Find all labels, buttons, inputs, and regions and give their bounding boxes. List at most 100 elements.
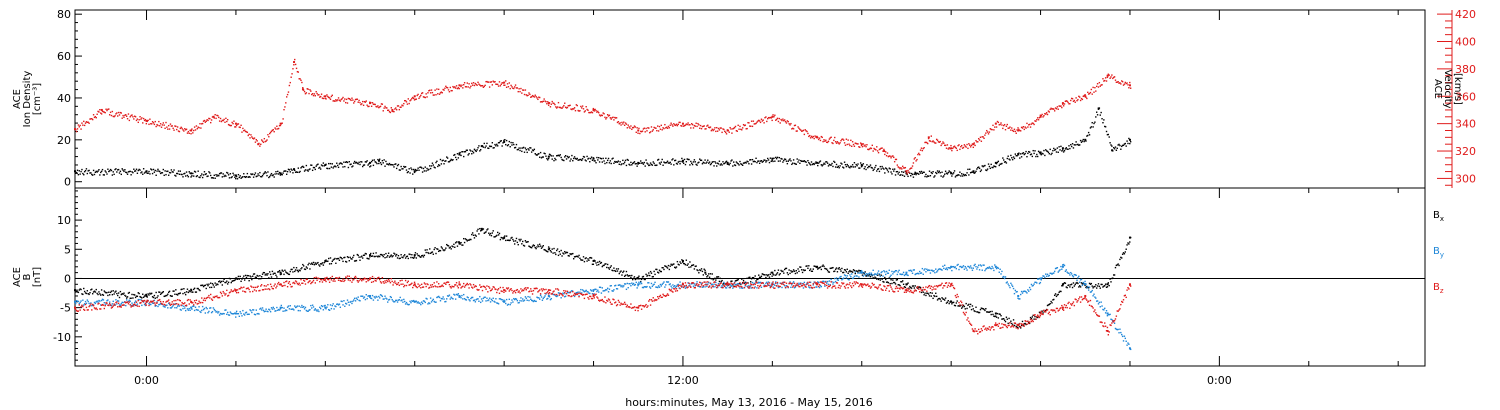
data-point bbox=[595, 288, 597, 291]
data-point bbox=[1126, 140, 1128, 142]
data-point bbox=[721, 131, 723, 134]
data-point bbox=[472, 152, 475, 154]
data-point bbox=[621, 121, 623, 124]
data-point bbox=[94, 302, 97, 305]
data-point bbox=[349, 98, 351, 101]
data-point bbox=[452, 158, 454, 161]
data-point bbox=[459, 84, 461, 87]
data-point bbox=[608, 162, 611, 164]
data-point bbox=[552, 102, 554, 104]
data-point bbox=[1045, 112, 1048, 114]
data-point bbox=[673, 123, 675, 125]
data-point bbox=[202, 308, 205, 311]
data-point bbox=[1015, 325, 1017, 328]
data-point bbox=[1120, 148, 1122, 150]
data-point bbox=[954, 176, 957, 178]
data-point bbox=[235, 278, 237, 280]
data-point bbox=[705, 128, 707, 130]
data-point bbox=[1038, 116, 1041, 119]
data-point bbox=[125, 171, 127, 173]
data-point bbox=[527, 240, 529, 243]
data-point bbox=[1086, 285, 1088, 288]
data-point bbox=[885, 278, 887, 281]
data-point bbox=[1077, 282, 1079, 285]
data-point bbox=[640, 278, 643, 281]
data-point bbox=[213, 308, 215, 311]
data-point bbox=[616, 288, 619, 290]
data-point bbox=[1045, 149, 1047, 151]
data-point bbox=[357, 296, 359, 298]
data-point bbox=[1121, 253, 1124, 255]
data-point bbox=[658, 269, 661, 271]
data-point bbox=[1005, 316, 1008, 318]
data-point bbox=[1072, 282, 1075, 284]
data-point bbox=[607, 267, 610, 269]
data-point bbox=[135, 119, 138, 122]
data-point bbox=[302, 265, 305, 267]
data-point bbox=[255, 309, 257, 311]
data-point bbox=[685, 161, 688, 163]
data-point bbox=[288, 84, 291, 87]
data-point bbox=[1031, 122, 1034, 124]
data-point bbox=[696, 164, 698, 166]
data-point bbox=[822, 280, 824, 282]
data-point bbox=[143, 172, 146, 174]
data-point bbox=[716, 130, 719, 132]
data-point bbox=[124, 294, 126, 297]
data-point bbox=[1111, 318, 1113, 321]
data-point bbox=[410, 99, 412, 101]
data-point bbox=[718, 160, 721, 162]
data-point bbox=[716, 165, 718, 167]
data-point bbox=[961, 147, 964, 149]
data-point bbox=[379, 162, 382, 164]
data-point bbox=[606, 287, 609, 290]
velocity-axis-label: Velocity bbox=[1442, 69, 1453, 108]
data-point bbox=[588, 259, 590, 261]
data-point bbox=[511, 299, 513, 301]
data-point bbox=[559, 106, 561, 109]
data-point bbox=[851, 164, 854, 166]
data-point bbox=[1110, 281, 1112, 283]
data-point bbox=[720, 163, 722, 165]
data-point bbox=[290, 268, 292, 271]
data-point bbox=[1012, 319, 1015, 321]
data-point bbox=[508, 298, 511, 301]
data-point bbox=[1095, 297, 1097, 299]
data-point bbox=[878, 274, 881, 276]
data-point bbox=[505, 86, 508, 88]
data-point bbox=[591, 293, 594, 295]
data-point bbox=[1079, 139, 1082, 142]
data-point bbox=[950, 300, 952, 302]
data-point bbox=[699, 269, 702, 272]
data-point bbox=[1025, 150, 1027, 153]
data-point bbox=[1036, 278, 1039, 280]
data-point bbox=[543, 296, 545, 299]
data-point bbox=[894, 174, 897, 176]
data-point bbox=[626, 158, 629, 161]
data-point bbox=[230, 312, 232, 315]
data-point bbox=[155, 291, 157, 294]
data-point bbox=[263, 310, 266, 313]
data-point bbox=[368, 163, 370, 165]
data-point bbox=[255, 138, 257, 141]
data-point bbox=[888, 167, 890, 169]
data-point bbox=[149, 118, 151, 120]
data-point bbox=[343, 100, 345, 102]
data-point bbox=[144, 304, 147, 307]
data-point bbox=[619, 284, 621, 286]
data-point bbox=[346, 161, 349, 164]
data-point bbox=[979, 308, 982, 311]
data-point bbox=[686, 264, 688, 267]
data-point bbox=[193, 305, 195, 307]
data-point bbox=[283, 108, 285, 111]
data-point bbox=[1033, 318, 1035, 320]
data-point bbox=[1070, 284, 1072, 286]
data-point bbox=[1007, 322, 1009, 325]
data-point bbox=[196, 175, 198, 177]
data-point bbox=[1087, 134, 1089, 137]
data-point bbox=[380, 294, 383, 297]
data-point bbox=[197, 287, 199, 290]
data-point bbox=[362, 297, 365, 299]
data-point bbox=[572, 157, 575, 160]
